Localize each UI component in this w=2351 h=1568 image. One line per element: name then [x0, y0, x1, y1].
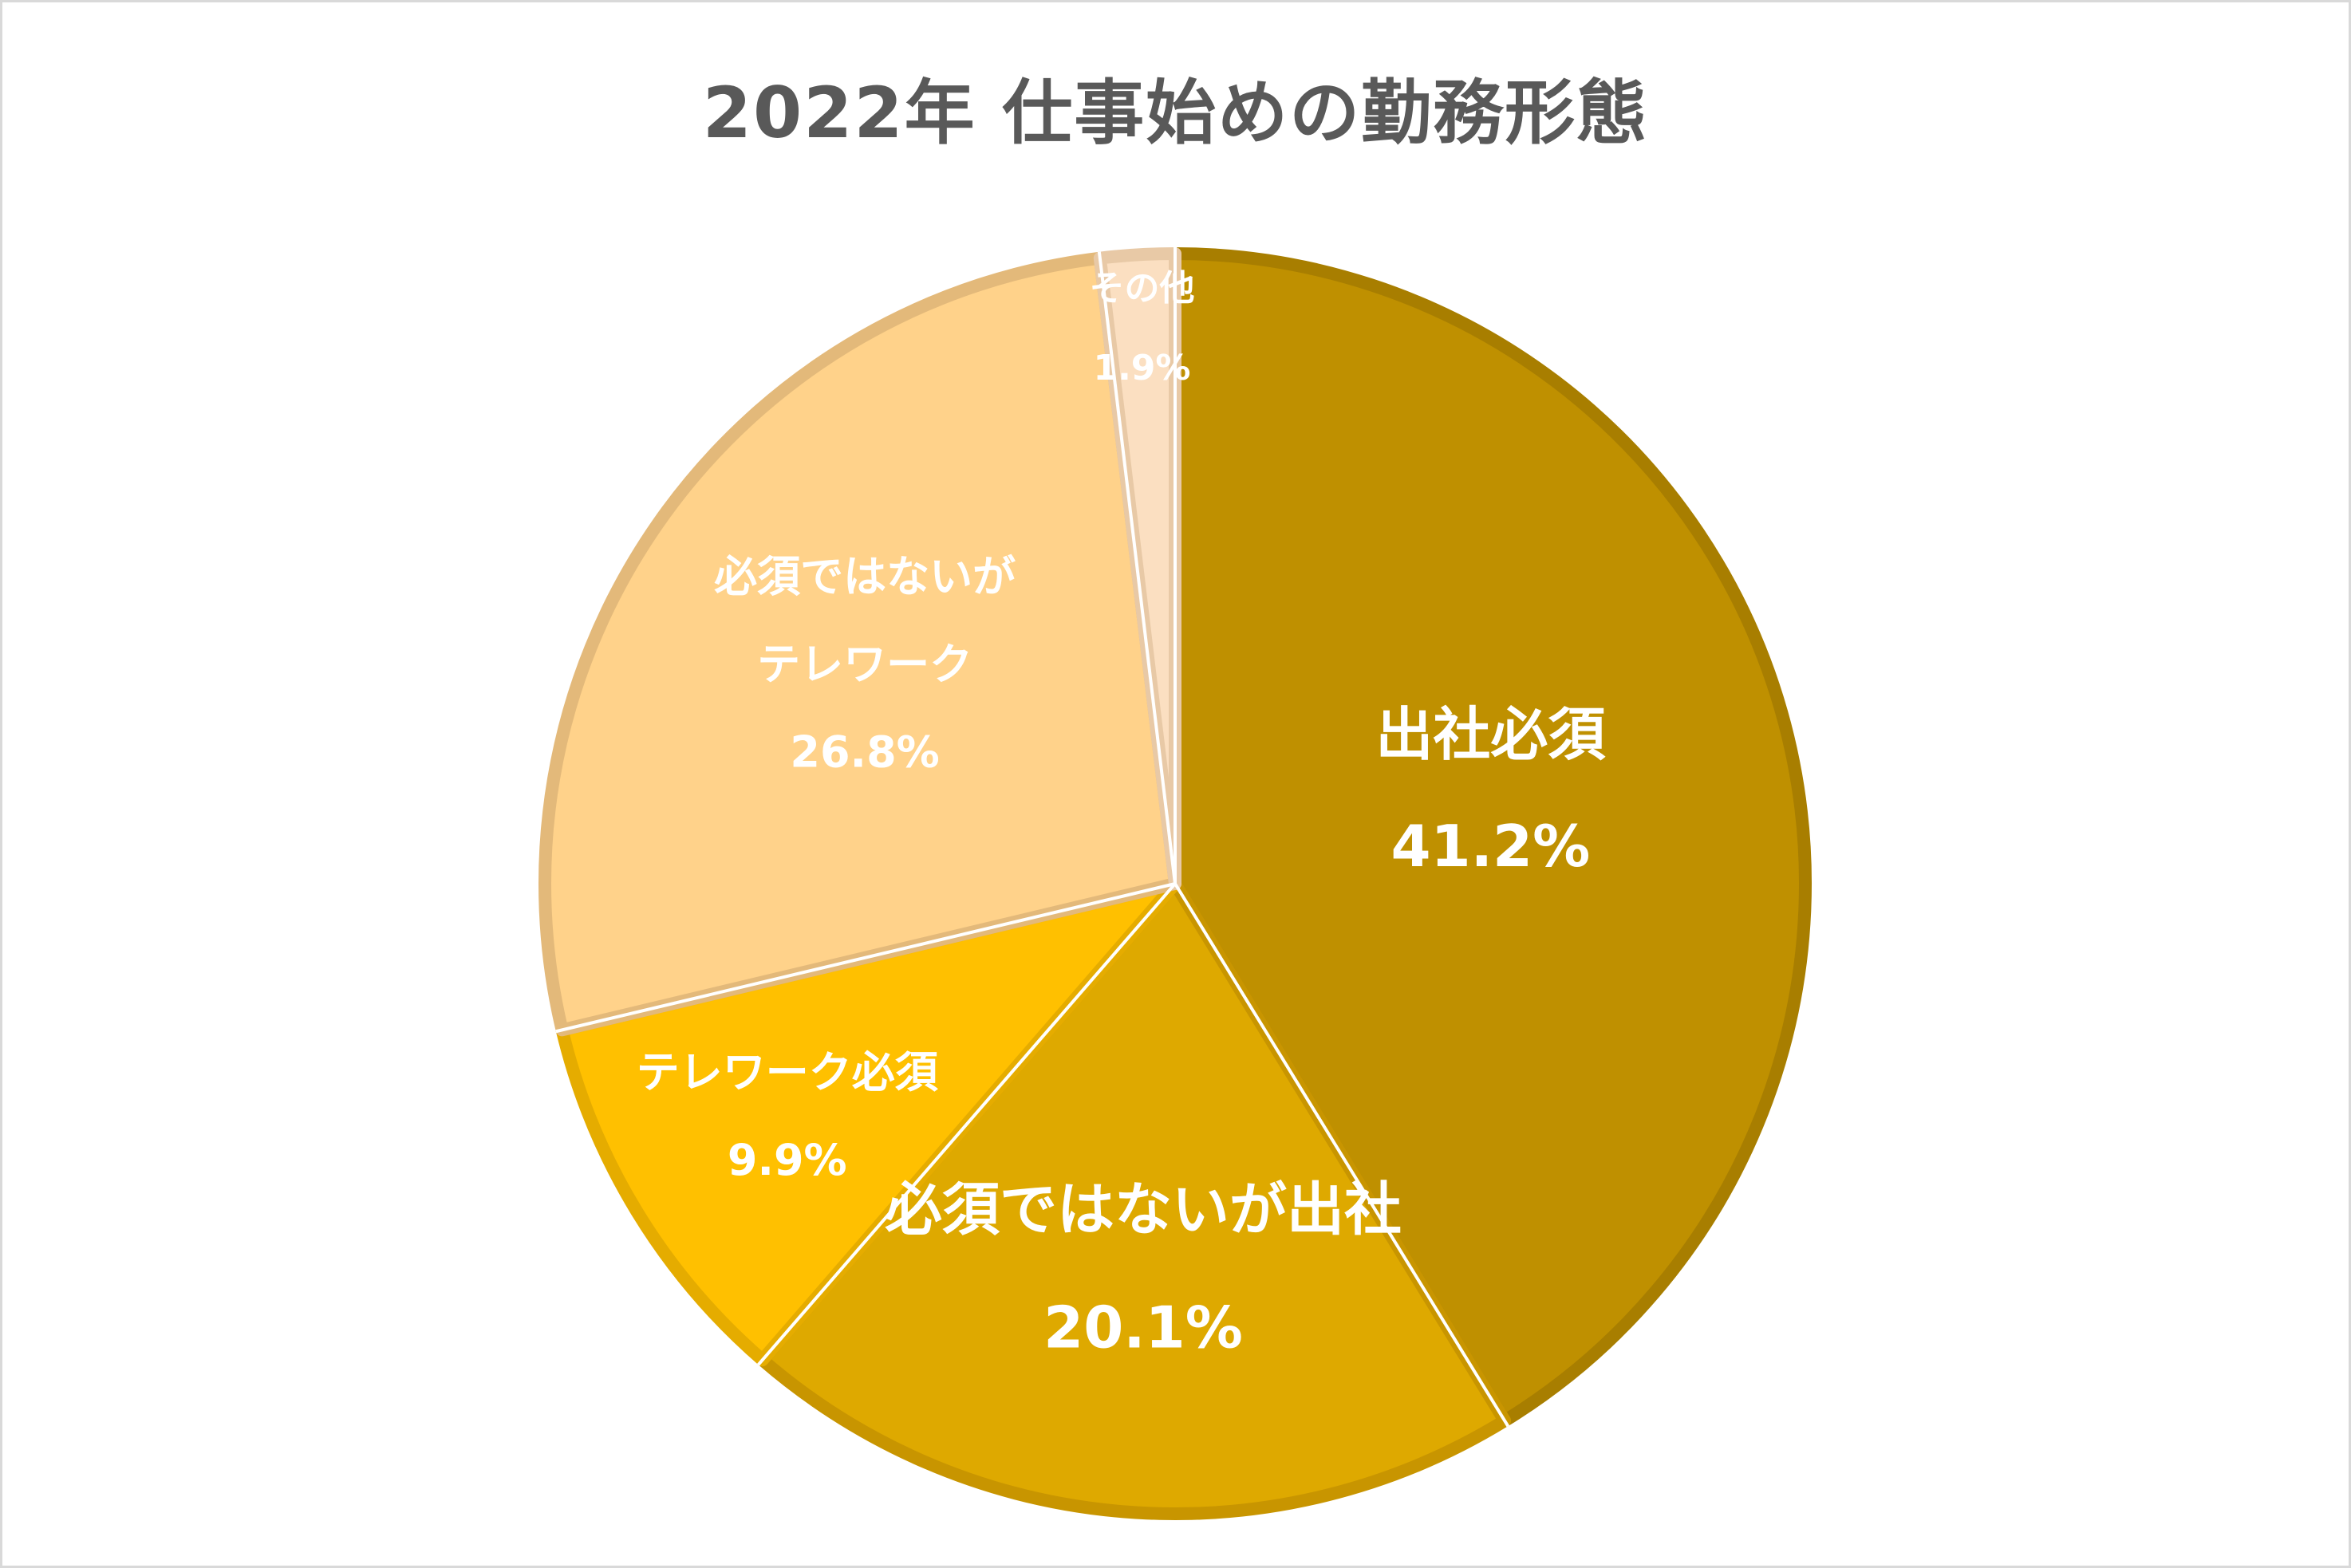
- slice-value-label: 41.2%: [1390, 813, 1590, 880]
- slice-name-label: テレワーク: [757, 640, 972, 690]
- slice-separator: [756, 882, 1177, 1366]
- slice-name-label: 出社必須: [1375, 701, 1606, 768]
- slice-name-label: 必須ではないが出社: [885, 1176, 1402, 1243]
- slice-value-label: 26.8%: [790, 727, 939, 778]
- slice-value-label: 20.1%: [1043, 1294, 1243, 1361]
- chart-title: 2022年 仕事始めの勤務形態: [702, 72, 1649, 154]
- slice-separator: [1097, 251, 1177, 884]
- pie-slice: [538, 251, 1181, 1037]
- pie-slice: [555, 877, 1181, 1367]
- slice-separator: [1174, 882, 1510, 1428]
- slice-name-label: その他: [1089, 268, 1194, 309]
- pie-slice: [755, 877, 1512, 1520]
- slice-value-label: 1.9%: [1093, 348, 1190, 388]
- slice-name-label: 必須ではないが: [714, 552, 1016, 602]
- slice-separator: [555, 882, 1176, 1034]
- slice-value-label: 9.9%: [728, 1135, 847, 1185]
- slice-name-label: テレワーク必須: [637, 1047, 939, 1097]
